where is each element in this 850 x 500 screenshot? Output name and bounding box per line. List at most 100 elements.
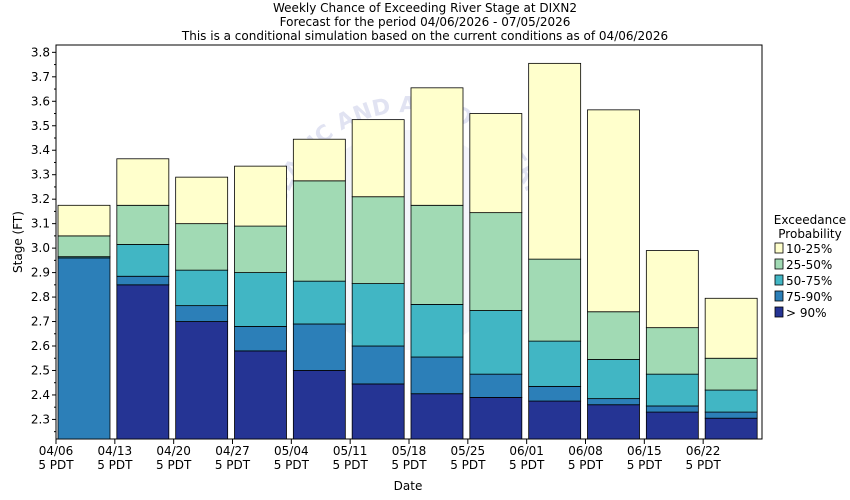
legend-title-1: Exceedance: [774, 213, 846, 227]
y-tick-label: 2.5: [31, 363, 50, 377]
bar-segment: [292, 180, 346, 282]
chart-subtitle: Forecast for the period 04/06/2026 - 07/…: [280, 15, 571, 29]
chart-subtitle-2: This is a conditional simulation based o…: [181, 29, 668, 43]
x-tick-label-date: 05/25: [451, 444, 486, 458]
x-tick-label-time: 5 PDT: [391, 458, 427, 472]
bar-segment: [410, 204, 464, 305]
bar-segment: [57, 204, 111, 237]
x-tick-label-time: 5 PDT: [509, 458, 545, 472]
bar-group: [57, 62, 758, 440]
bar-segment: [175, 321, 229, 440]
bar-segment: [175, 176, 229, 225]
y-tick-label: 2.9: [31, 266, 50, 280]
bar-segment: [234, 272, 287, 327]
bar-segment: [645, 373, 699, 407]
bar-segment: [469, 396, 523, 440]
week-bar: [351, 119, 405, 440]
x-tick-label-time: 5 PDT: [450, 458, 486, 472]
bar-segment: [528, 385, 582, 402]
bar-segment: [410, 356, 464, 395]
y-tick-label: 3.8: [31, 45, 50, 59]
bar-segment: [116, 204, 170, 245]
y-tick-label: 3.5: [31, 119, 50, 133]
y-tick-label: 3.2: [31, 192, 50, 206]
x-tick-label-time: 5 PDT: [97, 458, 133, 472]
bar-segment: [116, 275, 170, 286]
legend: Exceedance Probability 10-25% 25-50% 50-75…: [774, 213, 846, 320]
legend-swatch: [774, 274, 784, 286]
y-tick-label: 3.1: [31, 217, 50, 231]
legend-label: > 90%: [786, 306, 827, 320]
x-tick-label-date: 05/18: [392, 444, 427, 458]
y-tick-label: 3.7: [31, 70, 50, 84]
x-tick-label-date: 06/22: [686, 444, 721, 458]
bar-segment: [175, 305, 229, 322]
bar-segment: [116, 284, 170, 440]
week-bar: [587, 109, 640, 440]
bar-segment: [410, 304, 464, 358]
x-tick-label-time: 5 PDT: [274, 458, 310, 472]
x-tick-label-date: 04/20: [156, 444, 191, 458]
plot-area: [55, 44, 763, 440]
bar-segment: [645, 327, 699, 375]
y-tick-label: 2.6: [31, 339, 50, 353]
bar-segment: [528, 258, 582, 342]
bar-segment: [469, 212, 523, 311]
bar-segment: [587, 398, 640, 406]
bar-segment: [704, 389, 758, 413]
x-axis-label: Date: [394, 479, 423, 493]
x-tick-label-date: 04/27: [215, 444, 250, 458]
bar-segment: [704, 297, 758, 359]
y-axis-label: Stage (FT): [11, 211, 25, 273]
bar-segment: [351, 345, 405, 385]
bar-segment: [292, 138, 346, 182]
y-tick-label: 2.7: [31, 315, 50, 329]
bar-segment: [410, 87, 464, 206]
bar-segment: [469, 310, 523, 375]
week-bar: [645, 250, 699, 440]
y-tick-label: 3.4: [31, 143, 50, 157]
x-tick-label-time: 5 PDT: [156, 458, 192, 472]
bar-segment: [175, 223, 229, 271]
legend-label: 10-25%: [786, 242, 832, 256]
bar-segment: [351, 196, 405, 285]
bar-segment: [57, 257, 111, 440]
bar-segment: [234, 225, 287, 273]
y-axis: 2.3 2.4 2.5 2.6 2.7 2.8 2.9 3.0 3.1 3.2 3.3 3.4 3.5 3…: [31, 45, 56, 433]
x-tick-label-time: 5 PDT: [38, 458, 74, 472]
x-tick-label-time: 5 PDT: [333, 458, 369, 472]
bar-segment: [234, 326, 287, 352]
legend-swatch: [774, 258, 784, 270]
bar-segment: [351, 383, 405, 440]
bar-segment: [469, 113, 523, 214]
bar-segment: [704, 417, 758, 440]
week-bar: [116, 158, 170, 440]
week-bar: [292, 138, 346, 440]
bar-segment: [587, 359, 640, 400]
week-bar: [528, 62, 582, 440]
week-bar: [704, 297, 758, 440]
y-tick-label: 2.8: [31, 290, 50, 304]
bar-segment: [57, 235, 111, 258]
y-tick-label: 3.6: [31, 94, 50, 108]
bar-segment: [587, 109, 640, 313]
bar-segment: [351, 283, 405, 347]
bar-segment: [704, 357, 758, 391]
plot-frame: [55, 44, 763, 440]
bar-segment: [469, 373, 523, 398]
x-tick-label-time: 5 PDT: [568, 458, 604, 472]
week-bar: [175, 176, 229, 440]
legend-title-2: Probability: [778, 227, 841, 241]
bar-segment: [528, 62, 582, 260]
week-bar: [410, 87, 464, 440]
bar-segment: [292, 280, 346, 325]
bar-segment: [645, 411, 699, 440]
bar-segment: [292, 370, 346, 440]
x-tick-label-date: 05/11: [333, 444, 368, 458]
week-bar: [469, 113, 523, 440]
bar-segment: [116, 158, 170, 206]
y-tick-label: 2.3: [31, 412, 50, 426]
x-tick-label-date: 06/08: [568, 444, 603, 458]
bar-segment: [234, 350, 287, 440]
